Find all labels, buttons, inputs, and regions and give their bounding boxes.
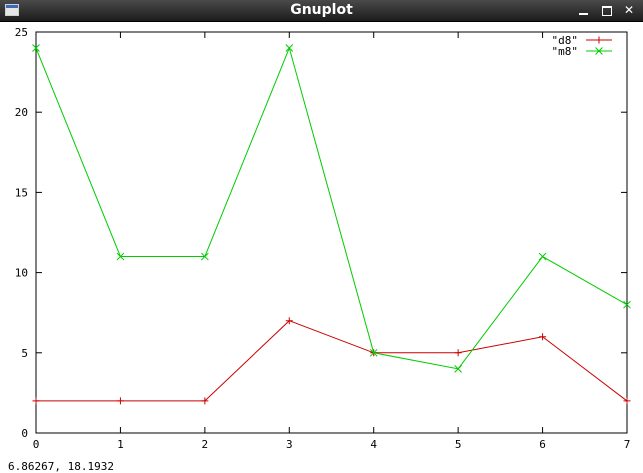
series-2 xyxy=(32,44,631,373)
data-point xyxy=(454,364,462,373)
data-point xyxy=(538,252,547,261)
y-tick-label: 20 xyxy=(15,106,28,119)
close-icon: ✕ xyxy=(623,3,635,17)
series-layer xyxy=(32,44,631,405)
title-bar[interactable]: Gnuplot ✕ xyxy=(0,0,643,22)
legend: "d8""m8" xyxy=(552,34,612,58)
x-tick-label: 2 xyxy=(202,438,209,451)
data-point xyxy=(285,44,294,52)
window-title: Gnuplot xyxy=(290,2,353,18)
legend-label: "m8" xyxy=(552,45,579,58)
series-1 xyxy=(32,317,631,405)
maximize-icon xyxy=(602,6,612,16)
data-point xyxy=(32,397,40,405)
data-point xyxy=(116,252,125,261)
data-point xyxy=(369,348,378,357)
axes: 0 5 10 15 20 25 0 1 2 3 4 5 6 7 xyxy=(15,26,631,451)
plot-border xyxy=(35,31,628,434)
y-tick-label: 25 xyxy=(15,26,28,39)
x-tick-label: 6 xyxy=(539,438,546,451)
y-tick-label: 5 xyxy=(21,347,28,360)
data-point xyxy=(201,397,209,405)
legend-label: "d8" xyxy=(552,34,579,47)
x-tick-label: 4 xyxy=(370,438,377,451)
data-point xyxy=(201,252,209,261)
y-tick-label: 10 xyxy=(15,267,28,280)
cursor-coordinates: 6.86267, 18.1932 xyxy=(8,460,114,473)
data-point xyxy=(454,349,462,357)
x-tick-label: 1 xyxy=(117,438,124,451)
data-point xyxy=(116,397,124,405)
data-point xyxy=(539,333,547,341)
y-tick-label: 0 xyxy=(21,427,28,440)
data-point xyxy=(285,317,293,325)
x-tick-label: 7 xyxy=(624,438,631,451)
legend-marker xyxy=(595,36,603,44)
minimize-button[interactable] xyxy=(575,2,593,19)
data-point xyxy=(32,44,40,52)
legend-marker xyxy=(595,47,603,55)
maximize-button[interactable] xyxy=(598,2,616,19)
x-tick-label: 3 xyxy=(286,438,293,451)
app-window-icon[interactable] xyxy=(5,4,19,16)
series-line xyxy=(36,320,628,402)
data-point xyxy=(623,397,631,405)
data-point xyxy=(623,300,631,309)
series-line xyxy=(35,46,628,370)
x-tick-label: 0 xyxy=(33,438,40,451)
plot-area[interactable]: 0 5 10 15 20 25 0 1 2 3 4 5 6 7 "d8""m8" xyxy=(0,22,643,460)
y-tick-label: 15 xyxy=(15,186,28,199)
close-button[interactable]: ✕ xyxy=(620,2,638,19)
x-tick-label: 5 xyxy=(455,438,462,451)
minimize-icon xyxy=(579,13,588,15)
